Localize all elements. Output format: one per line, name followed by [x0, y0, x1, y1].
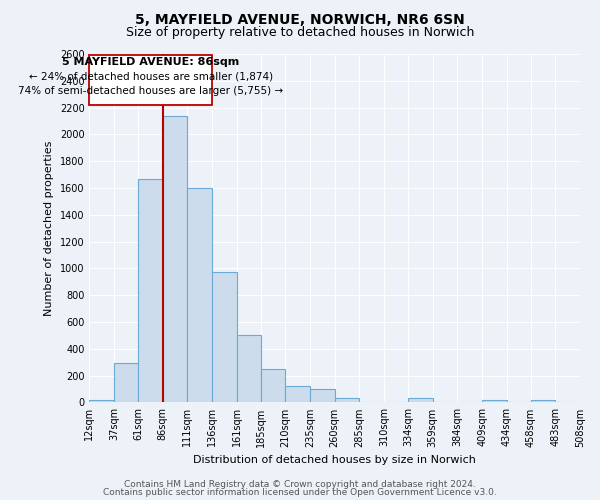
- Bar: [114, 363, 138, 403]
- Bar: [285, 386, 310, 402]
- Bar: [260, 369, 285, 402]
- Text: 74% of semi-detached houses are larger (5,755) →: 74% of semi-detached houses are larger (…: [18, 86, 283, 96]
- Text: 5 MAYFIELD AVENUE: 86sqm: 5 MAYFIELD AVENUE: 86sqm: [62, 58, 239, 68]
- Bar: [187, 188, 212, 402]
- X-axis label: Distribution of detached houses by size in Norwich: Distribution of detached houses by size …: [193, 455, 476, 465]
- Bar: [138, 178, 163, 402]
- Bar: [530, 400, 555, 402]
- Text: ← 24% of detached houses are smaller (1,874): ← 24% of detached houses are smaller (1,…: [29, 72, 273, 82]
- Text: Contains public sector information licensed under the Open Government Licence v3: Contains public sector information licen…: [103, 488, 497, 497]
- Bar: [482, 400, 507, 402]
- Bar: [310, 389, 335, 402]
- Bar: [89, 400, 114, 402]
- Text: Size of property relative to detached houses in Norwich: Size of property relative to detached ho…: [126, 26, 474, 39]
- Text: 5, MAYFIELD AVENUE, NORWICH, NR6 6SN: 5, MAYFIELD AVENUE, NORWICH, NR6 6SN: [135, 12, 465, 26]
- Bar: [212, 272, 237, 402]
- Bar: [335, 398, 359, 402]
- Bar: [408, 398, 433, 402]
- Y-axis label: Number of detached properties: Number of detached properties: [44, 140, 54, 316]
- Bar: [163, 116, 187, 403]
- Bar: [237, 335, 260, 402]
- Text: Contains HM Land Registry data © Crown copyright and database right 2024.: Contains HM Land Registry data © Crown c…: [124, 480, 476, 489]
- FancyBboxPatch shape: [89, 56, 212, 105]
